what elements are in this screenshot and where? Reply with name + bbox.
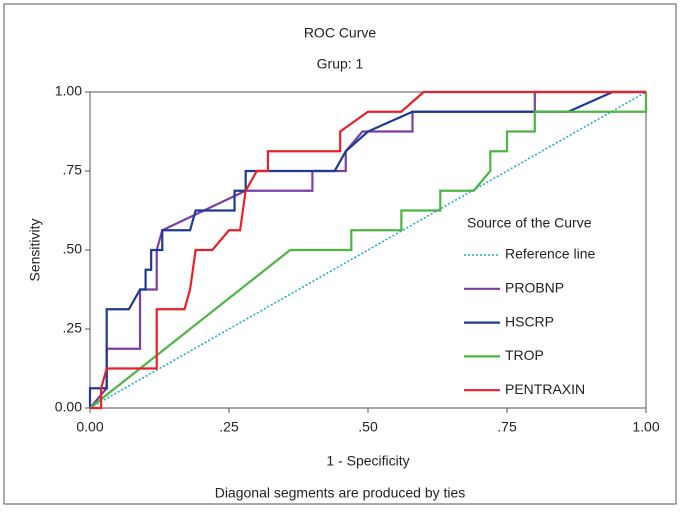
y-axis-label: Sensitivity [27,218,43,281]
y-tick-label: .25 [63,320,83,336]
legend-label: TROP [505,347,544,363]
y-tick-label: 1.00 [55,83,82,99]
y-tick-label: .50 [63,241,83,257]
roc-line [89,91,647,409]
legend-label: PENTRAXIN [505,381,585,397]
frame [3,3,677,505]
x-tick-label: 1.00 [632,419,659,435]
legend-label: Reference line [505,246,595,262]
x-tick-label: .50 [358,419,378,435]
legend-label: PROBNP [505,280,564,296]
x-tick-label: .25 [219,419,239,435]
note: Diagonal segments are produced by ties [215,485,466,501]
x-tick-label: .75 [497,419,517,435]
legend-label: HSCRP [505,313,554,329]
y-tick-label: .75 [63,162,83,178]
roc-line [88,90,646,408]
x-tick-label: 0.00 [76,419,103,435]
legend-title: Source of the Curve [467,215,592,231]
roc-line [90,90,646,410]
chart-title: ROC Curve [304,25,377,41]
chart-subtitle: Grup: 1 [317,56,364,72]
roc-line [89,92,648,409]
x-axis-label: 1 - Specificity [326,453,409,469]
y-tick-label: 0.00 [55,399,82,415]
